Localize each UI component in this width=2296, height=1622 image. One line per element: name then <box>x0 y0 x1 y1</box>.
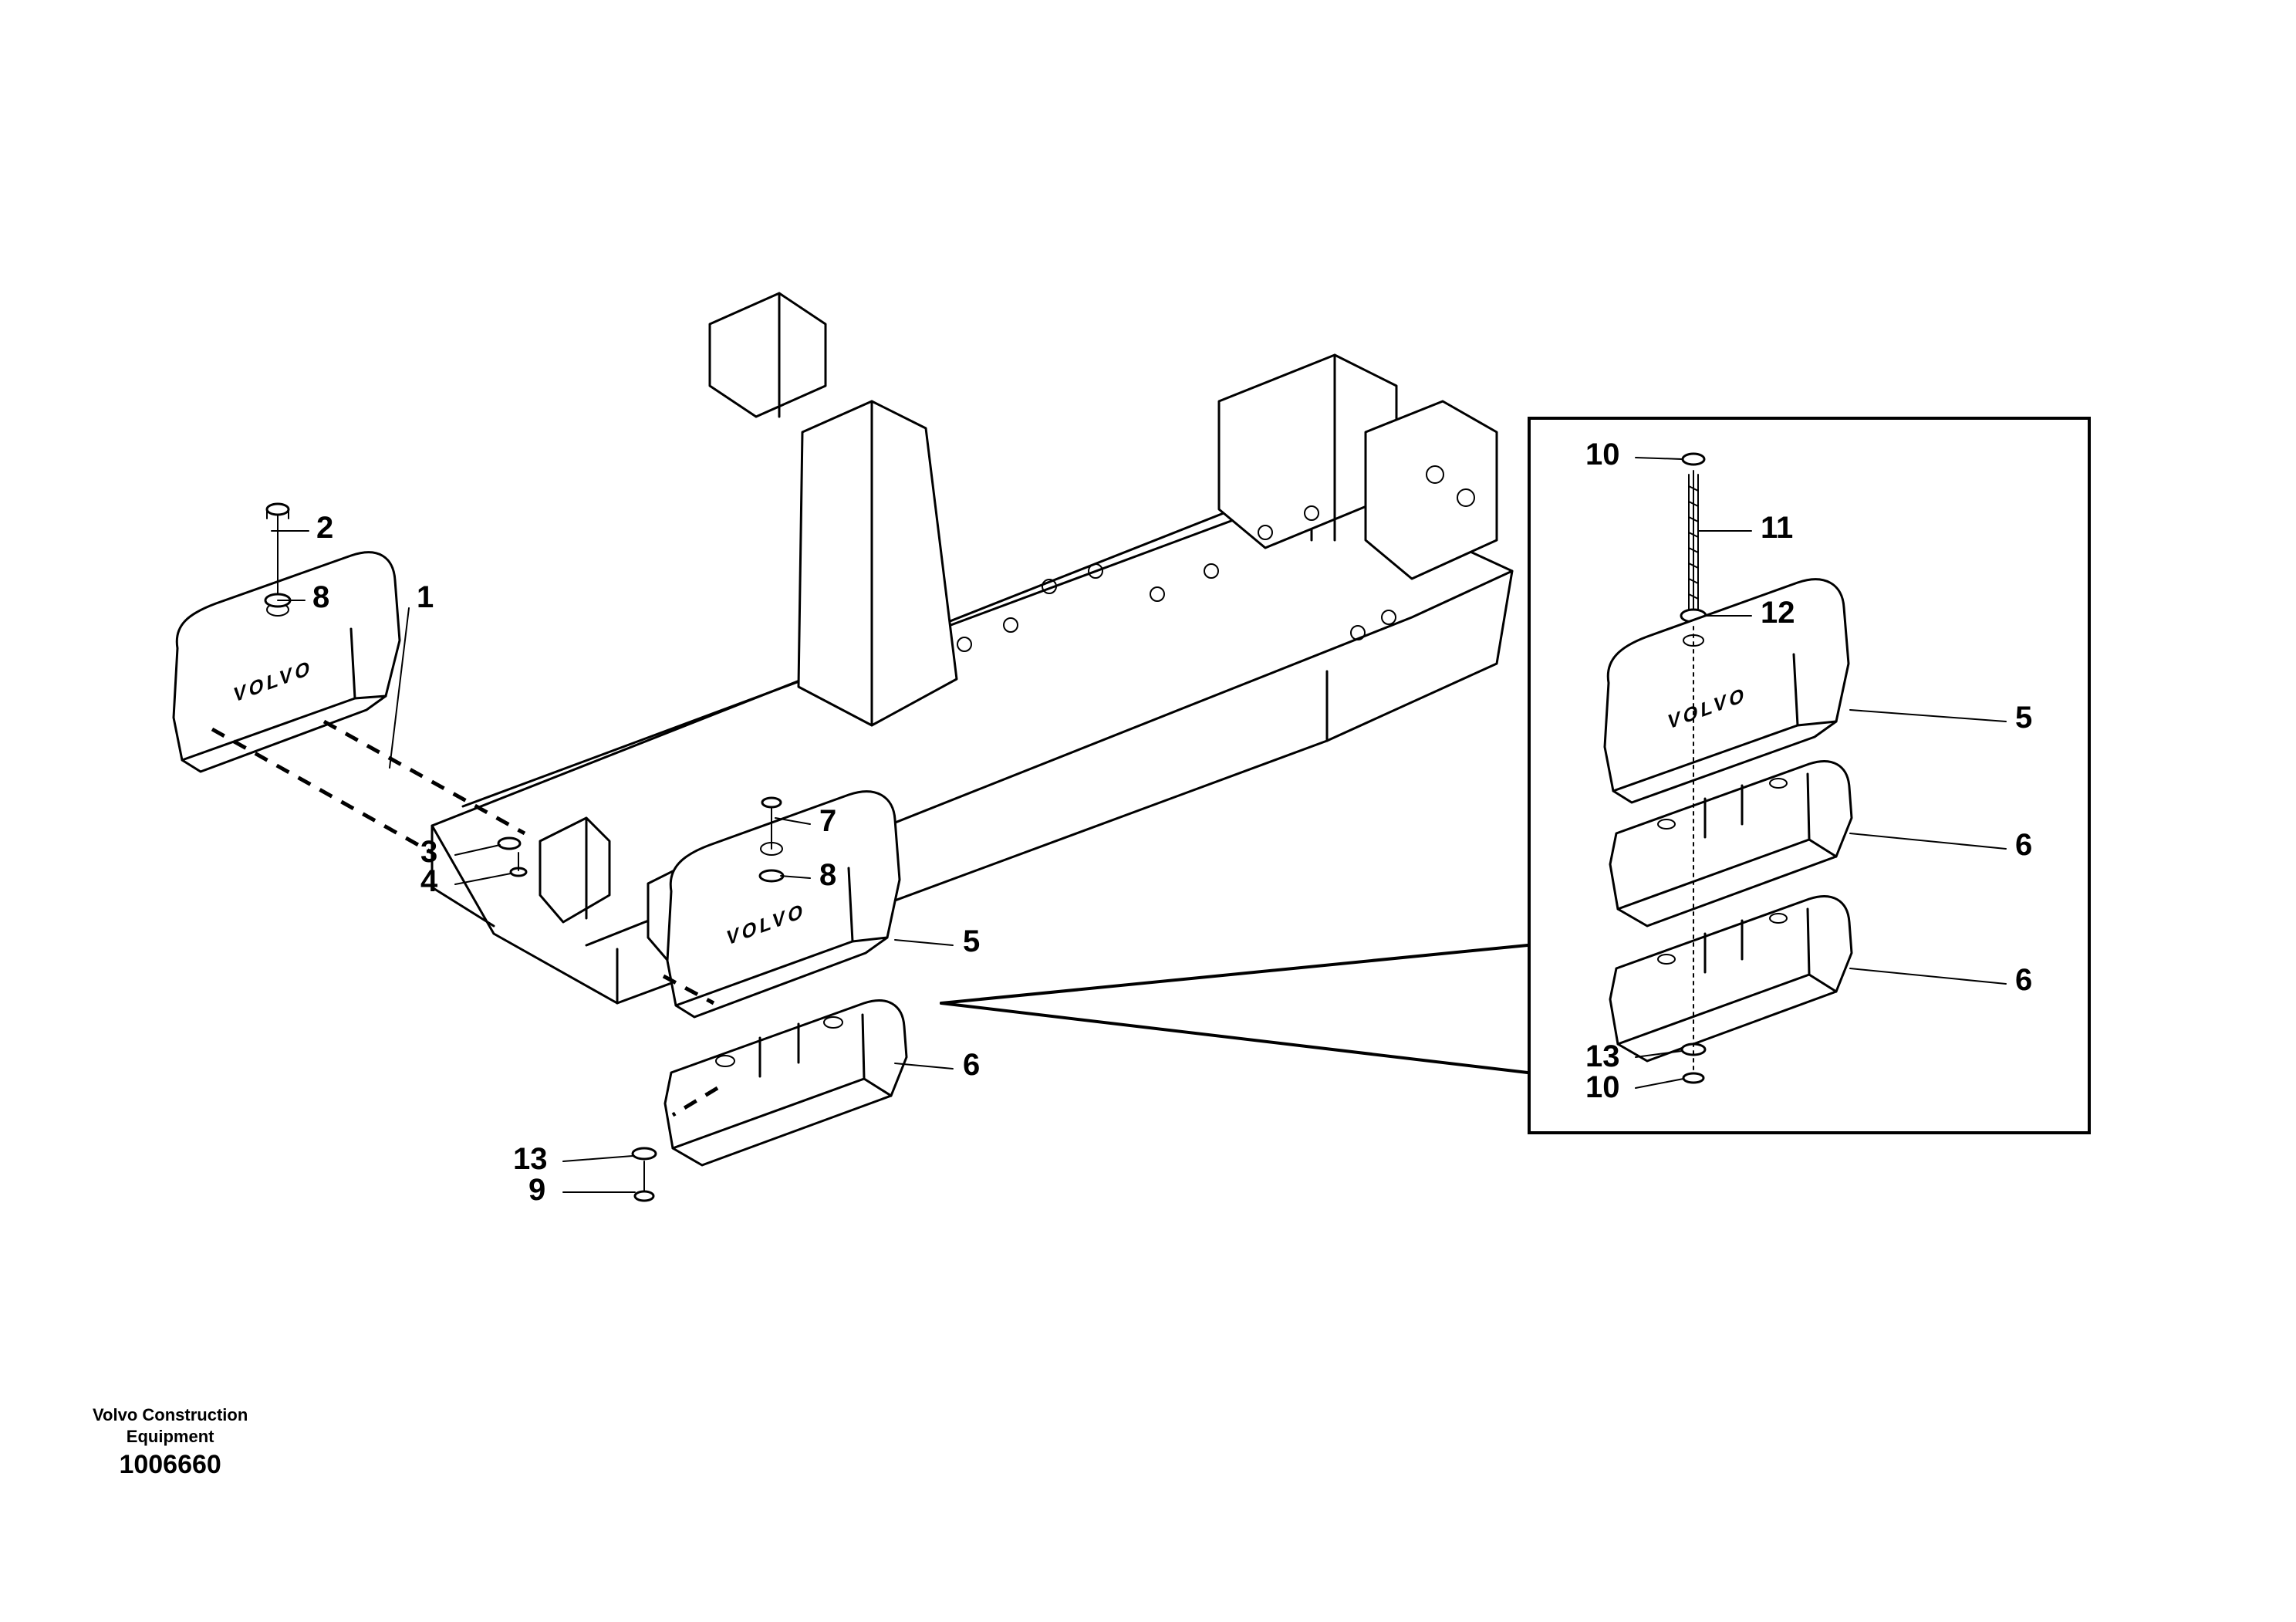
callout-8a: 8 <box>312 580 329 615</box>
detail-view-frame <box>1528 417 2091 1134</box>
callout-1: 1 <box>417 580 434 615</box>
footer: Volvo Construction Equipment 1006660 <box>93 1404 248 1482</box>
callout-5b: 5 <box>2015 701 2032 735</box>
detail-pointer <box>941 945 1528 1073</box>
callout-8b: 8 <box>819 858 836 893</box>
footer-brand: Volvo Construction <box>93 1404 248 1426</box>
callout-10a: 10 <box>1585 438 1620 472</box>
footer-id: 1006660 <box>93 1448 248 1482</box>
callout-6b: 6 <box>2015 828 2032 863</box>
callout-6c: 6 <box>2015 963 2032 998</box>
part-5-cover-right <box>667 792 900 1017</box>
part-7-bolt <box>762 798 781 849</box>
part-1-cover-left <box>174 552 400 772</box>
chassis-frame <box>432 293 1512 1003</box>
dashed-guides <box>212 721 718 1115</box>
part-8-washer-right <box>760 870 783 881</box>
part-6-weight-main <box>665 1001 907 1165</box>
callout-9: 9 <box>528 1173 545 1208</box>
footer-sub: Equipment <box>93 1426 248 1448</box>
part-2-bolt <box>267 504 289 602</box>
brand-on-part-5: VOLVO <box>727 899 805 951</box>
part-3-4-bracket <box>498 838 526 876</box>
part-9-bolt <box>635 1161 653 1201</box>
diagram-stage: .ln { fill:none; stroke:#000; stroke-wid… <box>0 0 2296 1622</box>
callout-11: 11 <box>1761 511 1793 546</box>
brand-on-part-1: VOLVO <box>234 656 312 708</box>
callout-7: 7 <box>819 804 836 839</box>
callout-6a: 6 <box>963 1048 980 1083</box>
callout-12: 12 <box>1761 596 1795 630</box>
callout-10b: 10 <box>1585 1070 1620 1105</box>
callout-4: 4 <box>420 864 437 899</box>
part-13-washer-main <box>633 1148 656 1159</box>
part-8-washer-left <box>265 594 290 607</box>
callout-13a: 13 <box>513 1142 548 1177</box>
callout-13b: 13 <box>1585 1039 1620 1074</box>
callout-5a: 5 <box>963 924 980 959</box>
callout-2: 2 <box>316 511 333 546</box>
